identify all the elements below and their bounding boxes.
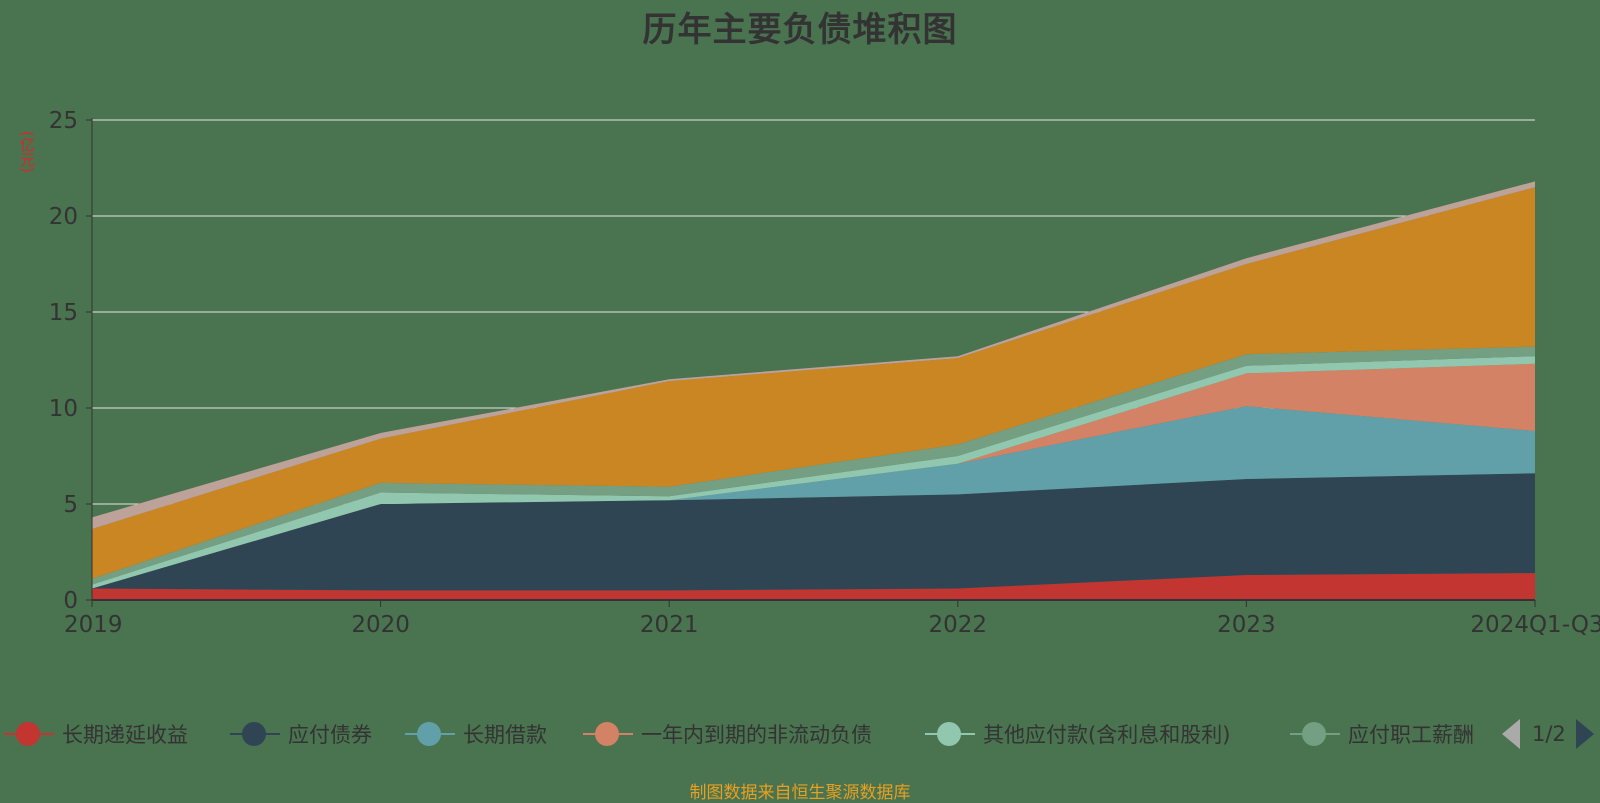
area-series-2: [92, 473, 1535, 591]
legend-item[interactable]: 长期递延收益: [4, 716, 188, 752]
legend: 长期递延收益 应付债券 长期借款 一年内到期的非流动负债 其他应付款(含利息和股利) 应付…: [0, 716, 1600, 756]
x-tick-label: 2021: [640, 612, 699, 638]
legend-item[interactable]: 长期借款: [405, 716, 547, 752]
legend-item[interactable]: 一年内到期的非流动负债: [583, 716, 872, 752]
legend-label: 长期递延收益: [62, 723, 188, 747]
legend-label: 其他应付款(含利息和股利): [983, 723, 1231, 747]
area-series-4: [92, 363, 1535, 589]
axes: 0 5 10 15 20 25 2019 2020 2021 2022 2023 2024Q1-Q3: [49, 108, 1600, 638]
legend-symbol-icon: [4, 719, 54, 749]
legend-label: 应付债券: [288, 723, 372, 747]
chart-title: 历年主要负债堆积图: [642, 10, 958, 50]
stacked-area-chart: 0 5 10 15 20 25 2019 2020 2021 2022 2023 2024Q1-Q3: [49, 108, 1600, 638]
y-tick-label: 20: [49, 204, 78, 230]
legend-symbol-icon: [583, 719, 633, 749]
area-series-1: [92, 573, 1535, 600]
y-tick-label: 10: [49, 396, 78, 422]
legend-item[interactable]: 其他应付款(含利息和股利): [925, 716, 1230, 752]
legend-pager: 1/2: [1500, 716, 1600, 752]
y-tick-label: 15: [49, 300, 78, 326]
x-tick-label: 2024Q1-Q3: [1470, 612, 1600, 638]
legend-label: 应付职工薪酬: [1348, 723, 1474, 747]
legend-item[interactable]: 应付职工薪酬: [1290, 716, 1474, 752]
area-series-3: [92, 406, 1535, 589]
legend-symbol-icon: [230, 719, 280, 749]
legend-symbol-icon: [1290, 719, 1340, 749]
area-series-7: [92, 187, 1535, 579]
legend-item[interactable]: 应付债券: [230, 716, 372, 752]
legend-next-page-icon[interactable]: [1575, 719, 1594, 749]
legend-label: 一年内到期的非流动负债: [641, 723, 872, 747]
legend-page-indicator: 1/2: [1532, 722, 1566, 746]
y-tick-label: 5: [63, 492, 78, 518]
x-tick-label: 2023: [1217, 612, 1276, 638]
legend-symbol-icon: [405, 719, 455, 749]
x-tick-label: 2020: [351, 612, 410, 638]
area-series: [92, 181, 1535, 600]
legend-label: 长期借款: [463, 723, 547, 747]
x-tick-label: 2019: [64, 612, 123, 638]
x-tick-label: 2022: [929, 612, 988, 638]
data-source-note: 制图数据来自恒生聚源数据库: [689, 783, 911, 803]
y-tick-label: 25: [49, 108, 78, 134]
y-axis-unit-label: (亿元): [18, 131, 36, 173]
legend-prev-page-icon[interactable]: [1502, 719, 1520, 749]
legend-symbol-icon: [925, 719, 975, 749]
y-tick-label: 0: [63, 588, 78, 614]
